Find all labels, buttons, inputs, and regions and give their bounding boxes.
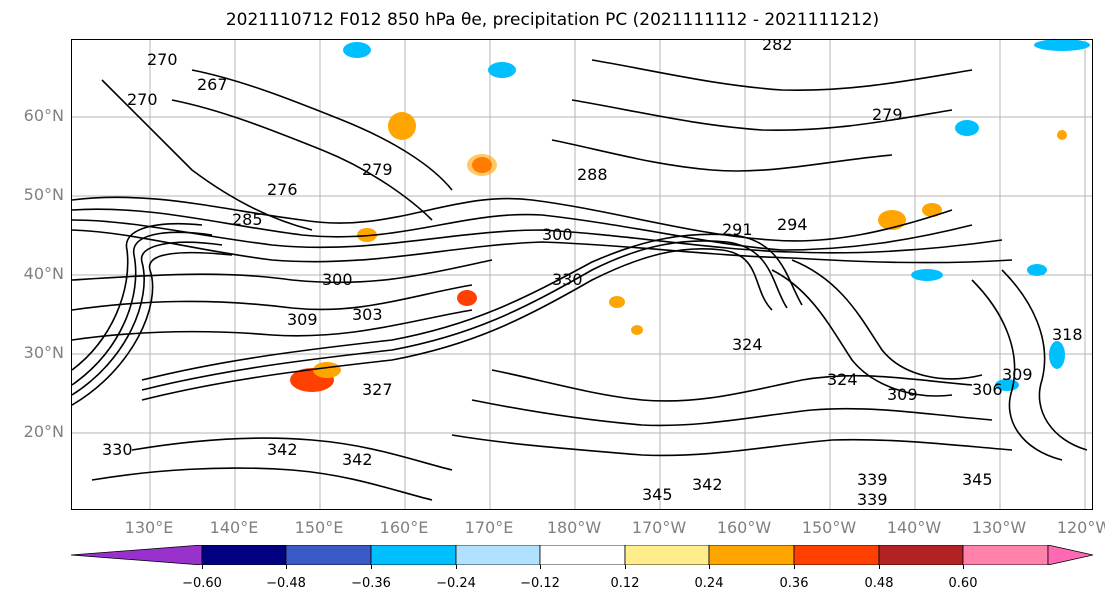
lon-label-150e: 150°E [294,518,344,537]
lat-label-20n: 20°N [23,422,64,441]
lat-label-60n: 60°N [23,106,64,125]
colorbar-tick-label: 0.36 [779,576,809,591]
colorbar [71,545,1093,565]
colorbar-tick-label: −0.24 [436,576,476,591]
colorbar-segment [624,545,710,565]
lon-label-150w: 150°W [801,518,857,537]
contour-label: 342 [692,475,723,494]
contour-labels: 270 267 270 279 276 279 282 288 285 300 … [102,40,1083,509]
lat-label-40n: 40°N [23,264,64,283]
contour-label: 267 [197,75,228,94]
colorbar-tickmark [794,565,795,569]
lon-label-170e: 170°E [464,518,514,537]
colorbar-tick-label: −0.36 [351,576,391,591]
colorbar-tick-label: 0.24 [694,576,724,591]
lat-label-30n: 30°N [23,343,64,362]
lon-label-120w: 120°W [1056,518,1105,537]
contour-label: 279 [362,160,393,179]
lon-label-130w: 130°W [971,518,1027,537]
colorbar-tickmark [963,565,964,569]
map-panel: 270 267 270 279 276 279 282 288 285 300 … [71,39,1093,510]
colorbar-tickmark [540,565,541,569]
theta-e-contours [72,59,1088,501]
colorbar-tick-label: 0.48 [864,576,894,591]
map-canvas: 270 267 270 279 276 279 282 288 285 300 … [72,40,1092,509]
contour-label: 345 [962,470,993,489]
lon-label-130e: 130°E [124,518,174,537]
contour-label: 327 [362,380,393,399]
colorbar-tickmark [456,565,457,569]
lon-label-170w: 170°W [631,518,687,537]
colorbar-tickmark [202,565,203,569]
contour-label: 342 [267,440,298,459]
colorbar-tick-label: 0.12 [610,576,640,591]
lon-label-180w: 180°W [546,518,602,537]
colorbar-segment [539,545,626,565]
precip-shading [290,40,1090,392]
lon-label-140w: 140°W [886,518,942,537]
colorbar-segment [201,545,287,565]
lat-label-50n: 50°N [23,185,64,204]
colorbar-tickmark [879,565,880,569]
map-title: 2021110712 F012 850 hPa θe, precipitatio… [225,10,880,30]
contour-label: 339 [857,470,888,489]
contour-label: 288 [577,165,608,184]
contour-label: 324 [827,370,858,389]
contour-label: 330 [552,270,583,289]
lon-label-160w: 160°W [716,518,772,537]
colorbar-tick-label: −0.12 [520,576,560,591]
colorbar-segment [878,545,964,565]
colorbar-tickmark [371,565,372,569]
colorbar-tick-label: −0.48 [266,576,306,591]
contour-label: 342 [342,450,373,469]
colorbar-tickmark [625,565,626,569]
contour-label: 270 [147,50,178,69]
contour-label: 276 [267,180,298,199]
contour-label: 291 [722,220,753,239]
colorbar-segment [962,545,1049,565]
colorbar-tickmark [709,565,710,569]
contour-label: 303 [352,305,383,324]
contour-label: 318 [1052,325,1083,344]
contour-label: 306 [972,380,1003,399]
contour-label: 309 [887,385,918,404]
contour-label: 285 [232,210,263,229]
colorbar-segment [370,545,457,565]
lon-label-140e: 140°E [209,518,259,537]
colorbar-segment [455,545,541,565]
contour-label: 300 [322,270,353,289]
contour-label: 330 [102,440,133,459]
colorbar-extend-min [71,545,203,565]
colorbar-extend-max [1047,545,1093,565]
lon-label-160e: 160°E [379,518,429,537]
contour-label: 279 [872,105,903,124]
colorbar-segment [708,545,795,565]
contour-label: 339 [857,490,888,509]
contour-label: 309 [287,310,318,329]
contour-label: 324 [732,335,763,354]
contour-label: 270 [127,90,158,109]
contour-label: 345 [642,485,673,504]
contour-label: 300 [542,225,573,244]
contour-label: 309 [1002,365,1033,384]
colorbar-tick-label: 0.60 [948,576,978,591]
colorbar-tickmark [286,565,287,569]
colorbar-segment [793,545,880,565]
colorbar-segment [285,545,372,565]
colorbar-tick-label: −0.60 [182,576,222,591]
contour-label: 294 [777,215,808,234]
contour-label: 282 [762,40,793,54]
